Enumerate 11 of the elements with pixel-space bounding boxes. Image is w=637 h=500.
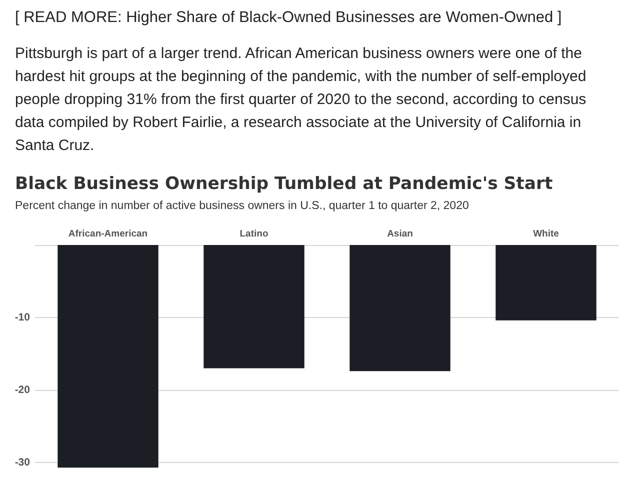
x-tick-label: Asian (387, 228, 414, 240)
text: [ READ MORE: Higher Share of Black-Owned Businesses are Women-Owned ] (15, 8, 563, 28)
x-tick-label: African-American (68, 228, 148, 240)
x-tick-label: Latino (240, 228, 268, 240)
text: Pittsburgh is part of a larger trend. African American business owners were one of the hardest hit groups at the beginning of the pandemic, with the number of self-employed people dropping 31% from the first quarter of 2020 to the second, according to census data compiled by Robert Fairlie, a research associate at the University of California in Santa Cruz. (15, 44, 588, 156)
chart-subtitle: Percent change in number of active business owners in U.S., quarter 1 to quarter 2, 2020 (15, 200, 469, 212)
chart-title: Black Business Ownership Tumbled at Pandemic's Start (15, 174, 553, 194)
y-tick-label: -20 (14, 384, 30, 396)
y-tick-label: -10 (14, 312, 30, 324)
y-tick-label: -30 (14, 456, 30, 468)
x-tick-label: White (533, 228, 559, 240)
